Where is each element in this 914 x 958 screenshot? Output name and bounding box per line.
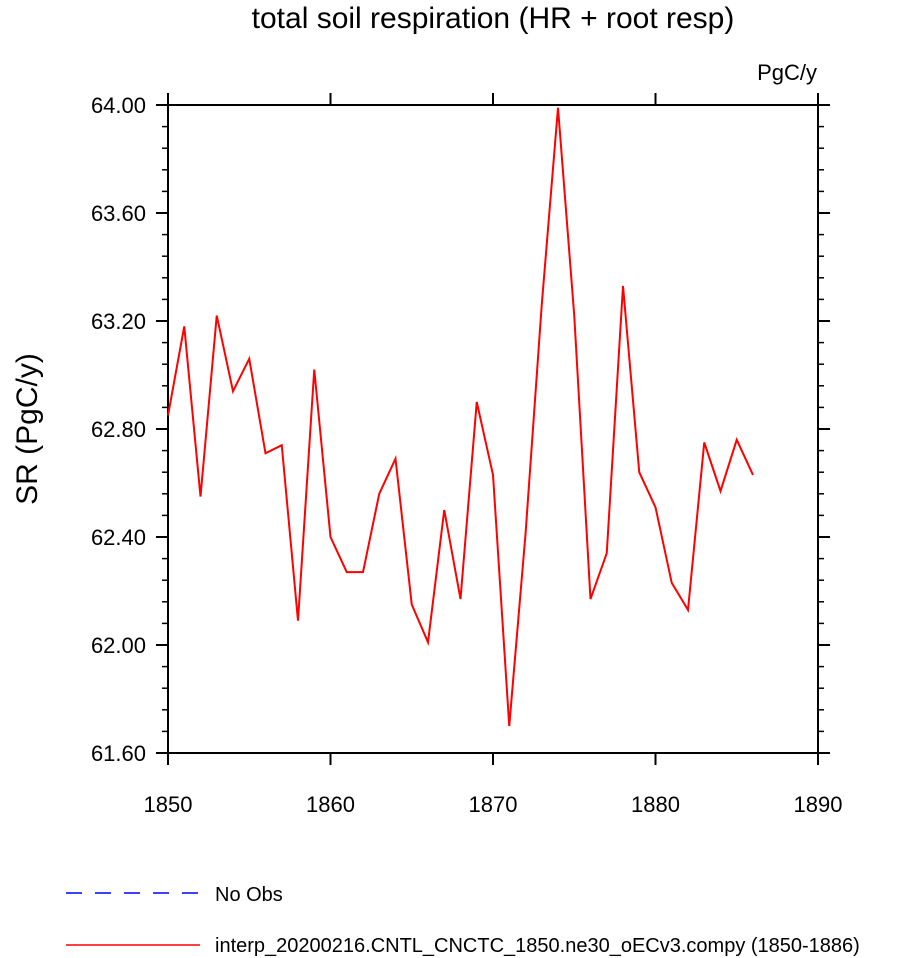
y-tick-label: 63.20	[91, 309, 146, 334]
y-tick-label: 61.60	[91, 741, 146, 766]
y-axis-label: SR (PgC/y)	[11, 353, 44, 505]
plot-frame	[167, 104, 819, 754]
y-tick-label: 62.00	[91, 633, 146, 658]
x-tick-label: 1880	[631, 792, 680, 817]
x-tick-label: 1860	[306, 792, 355, 817]
series-line-model	[167, 107, 754, 727]
y-tick-labels: 61.60 62.00 62.40 62.80 63.20 63.60 64.00	[91, 93, 146, 766]
axis-ticks	[156, 93, 830, 765]
x-tick-labels: 1850 1860 1870 1880 1890	[144, 792, 843, 817]
x-tick-label: 1890	[794, 792, 843, 817]
y-tick-label: 62.40	[91, 525, 146, 550]
y-tick-label: 64.00	[91, 93, 146, 118]
units-label: PgC/y	[757, 60, 817, 85]
series-points	[168, 108, 753, 726]
legend: No Obs interp_20200216.CNTL_CNCTC_1850.n…	[66, 884, 860, 957]
chart-title: total soil respiration (HR + root resp)	[252, 2, 735, 35]
y-tick-label: 62.80	[91, 417, 146, 442]
legend-label-no-obs: No Obs	[215, 884, 283, 906]
y-tick-label: 63.60	[91, 201, 146, 226]
legend-label-model: interp_20200216.CNTL_CNCTC_1850.ne30_oEC…	[215, 935, 860, 957]
x-tick-label: 1870	[469, 792, 518, 817]
x-tick-label: 1850	[144, 792, 193, 817]
